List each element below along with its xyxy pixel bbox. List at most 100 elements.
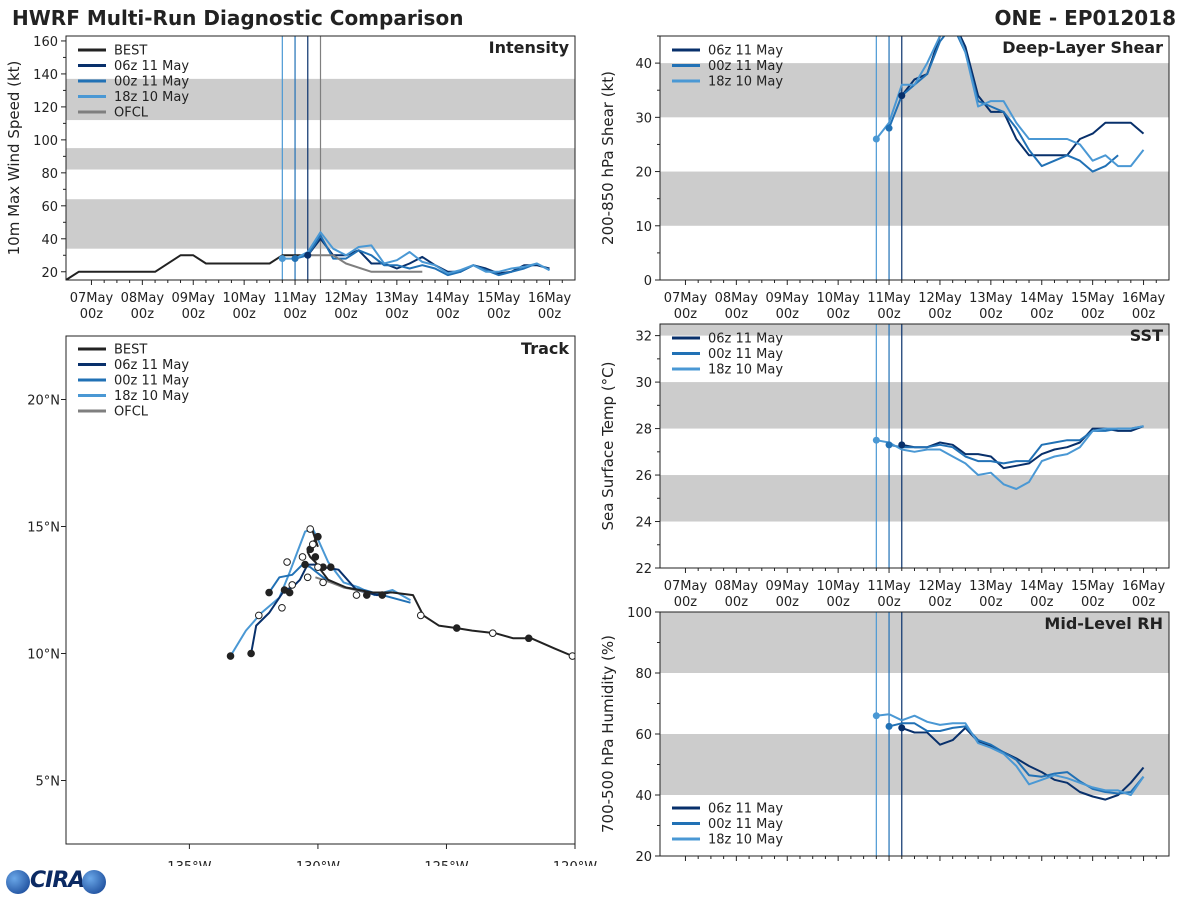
- storm-id-title: ONE - EP012018: [994, 6, 1176, 30]
- track-position-marker: [452, 624, 461, 632]
- rh-y-tick-label: 60: [635, 728, 652, 743]
- rh-y-tick-label: 80: [635, 667, 652, 682]
- sst-x-tick-label: 00z: [725, 595, 749, 610]
- rh-init-point: [885, 722, 893, 730]
- sst-threshold-band: [660, 324, 1169, 336]
- intensity-x-tick-label: 00z: [182, 307, 206, 322]
- shear-x-tick-label: 00z: [826, 307, 850, 322]
- shear-x-tick-label: 00z: [674, 307, 698, 322]
- sst-x-tick-label: 00z: [1030, 595, 1054, 610]
- sst-y-axis-label: Sea Surface Temp (°C): [599, 361, 617, 530]
- rh-y-tick-label: 20: [635, 850, 652, 865]
- intensity-x-tick-label: 00z: [538, 307, 562, 322]
- shear-x-tick-label: 14May: [1020, 291, 1064, 306]
- page-title: HWRF Multi-Run Diagnostic Comparison: [12, 6, 464, 30]
- intensity-y-tick-label: 20: [41, 266, 58, 281]
- track-legend-label: OFCL: [114, 405, 149, 420]
- track-position-marker: [226, 652, 235, 660]
- shear-x-tick-label: 00z: [979, 307, 1003, 322]
- rh-init-point: [898, 724, 906, 732]
- track-y-tick-label: 10°N: [27, 648, 60, 663]
- track-position-marker: [488, 629, 497, 637]
- sst-panel: 22242628303207May00z08May00z09May00z10Ma…: [599, 323, 1170, 610]
- sst-x-tick-label: 13May: [969, 579, 1013, 594]
- track-position-marker: [378, 591, 386, 599]
- track-position-marker: [524, 634, 533, 643]
- sst-x-tick-label: 16May: [1122, 579, 1166, 594]
- intensity-y-tick-label: 120: [33, 101, 58, 116]
- sst-x-tick-label: 00z: [1132, 595, 1156, 610]
- intensity-x-tick-label: 13May: [375, 291, 419, 306]
- track-position-marker: [247, 649, 255, 658]
- track-y-tick-label: 5°N: [36, 775, 61, 790]
- intensity-panel: 2040608010012014016007May00z08May00z09Ma…: [5, 35, 576, 322]
- sst-x-tick-label: 00z: [674, 595, 698, 610]
- intensity-y-tick-label: 100: [33, 134, 58, 149]
- sst-y-tick-label: 24: [635, 516, 652, 531]
- track-legend-label: 06z 11 May: [114, 358, 189, 373]
- rh-legend-label: 00z 11 May: [708, 817, 783, 832]
- track-x-tick-label: 130°W: [296, 860, 340, 866]
- shear-panel-title: Deep-Layer Shear: [1002, 38, 1163, 57]
- track-position-marker: [303, 573, 312, 582]
- track-position-marker: [362, 591, 371, 599]
- rh-init-point: [872, 712, 880, 720]
- shear-legend-label: 06z 11 May: [708, 44, 783, 59]
- rh-plot-area: [660, 612, 1169, 856]
- shear-x-tick-label: 11May: [867, 291, 911, 306]
- rh-threshold-band: [660, 612, 1169, 673]
- track-series-line: [250, 563, 391, 654]
- intensity-init-point: [291, 255, 299, 263]
- shear-x-tick-label: 00z: [1030, 307, 1054, 322]
- globe-icon: [6, 870, 30, 894]
- sst-init-point: [872, 436, 880, 444]
- rh-threshold-band: [660, 734, 1169, 795]
- sst-y-tick-label: 30: [635, 376, 652, 391]
- track-plot-area: [226, 525, 575, 660]
- intensity-y-axis-label: 10m Max Wind Speed (kt): [5, 61, 23, 256]
- intensity-y-tick-label: 140: [33, 68, 58, 83]
- intensity-series-line: [282, 231, 550, 275]
- intensity-legend-label: BEST: [114, 44, 147, 59]
- intensity-x-tick-label: 09May: [172, 291, 216, 306]
- sst-legend-label: 00z 11 May: [708, 347, 783, 362]
- sst-y-tick-label: 22: [635, 562, 652, 577]
- sst-y-tick-label: 26: [635, 469, 652, 484]
- intensity-x-tick-label: 00z: [334, 307, 358, 322]
- sst-x-tick-label: 00z: [928, 595, 952, 610]
- shear-y-axis-label: 200-850 hPa Shear (kt): [599, 71, 617, 245]
- sst-x-tick-label: 00z: [776, 595, 800, 610]
- track-panel: 135°W 130°W 125°W 120°W 5°N 10°N 15°N 20°N Track…: [27, 335, 597, 866]
- intensity-x-tick-label: 14May: [426, 291, 470, 306]
- sst-init-point: [885, 441, 893, 449]
- intensity-x-tick-label: 00z: [80, 307, 104, 322]
- sst-threshold-band: [660, 475, 1169, 522]
- track-position-marker: [308, 540, 317, 549]
- intensity-y-tick-label: 80: [41, 167, 58, 182]
- intensity-init-point: [304, 251, 312, 259]
- rh-legend-label: 06z 11 May: [708, 802, 783, 817]
- sst-legend-label: 18z 10 May: [708, 363, 783, 378]
- intensity-x-tick-label: 11May: [273, 291, 317, 306]
- sst-plot-area: [660, 324, 1169, 568]
- intensity-series-line: [66, 254, 308, 280]
- track-position-marker: [288, 581, 297, 589]
- track-legend-label: 18z 10 May: [114, 389, 189, 404]
- track-panel-title: Track: [521, 339, 569, 358]
- sst-x-tick-label: 09May: [766, 579, 810, 594]
- sst-x-tick-label: 15May: [1071, 579, 1115, 594]
- intensity-x-tick-label: 12May: [324, 291, 368, 306]
- sst-x-tick-label: 07May: [664, 579, 708, 594]
- rh-y-axis-label: 700-500 hPa Humidity (%): [599, 635, 617, 833]
- sst-series-line: [888, 425, 1144, 465]
- track-x-tick-label: 125°W: [424, 860, 468, 866]
- track-position-marker: [416, 611, 425, 620]
- intensity-x-tick-label: 16May: [528, 291, 572, 306]
- rh-series-line: [876, 713, 1145, 796]
- shear-y-tick-label: 0: [644, 274, 652, 289]
- sst-y-tick-label: 28: [635, 423, 652, 438]
- shear-x-tick-label: 00z: [928, 307, 952, 322]
- track-x-tick-label: 135°W: [167, 860, 211, 866]
- shear-y-tick-label: 30: [635, 111, 652, 126]
- shear-x-tick-label: 15May: [1071, 291, 1115, 306]
